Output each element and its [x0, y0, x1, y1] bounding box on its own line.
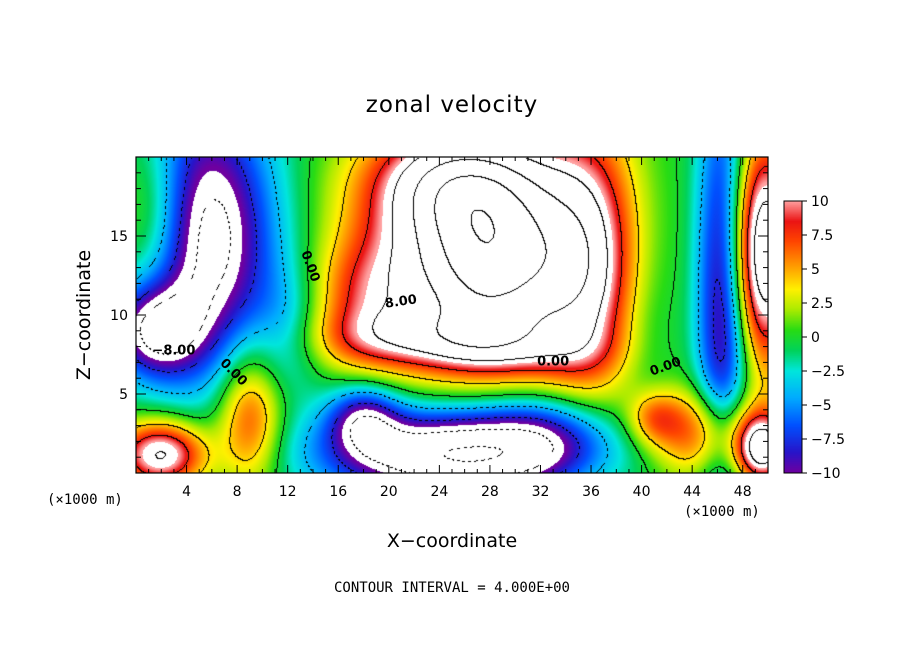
y-axis-label: Z−coordinate	[73, 250, 95, 380]
colorbar-tick-label: 10	[811, 194, 829, 210]
contour-label: 8.00	[384, 292, 418, 311]
x-scale-note-left: (×1000 m)	[47, 492, 123, 508]
x-axis-label: X−coordinate	[387, 530, 517, 552]
plot-area: 0.008.000.00 0.00−8.000.00 4 8 12 16 20 24 28 32…	[110, 156, 769, 500]
x-tick-label: 12	[279, 484, 297, 500]
y-tick-label: 5	[119, 387, 128, 403]
heatmap-field	[136, 157, 768, 473]
x-tick-label: 36	[582, 484, 600, 500]
colorbar-tick-label: −10	[811, 466, 841, 482]
colorbar-tick-label: −2.5	[811, 364, 845, 380]
contour-label: 0.00	[537, 355, 569, 370]
x-axis-ticks: 4 8 12 16 20 24 28 32 36 40 44 48	[148, 157, 756, 500]
colorbar-tick-label: −5	[811, 398, 832, 414]
colorbar-tick-label: 2.5	[811, 296, 833, 312]
x-tick-label: 44	[683, 484, 701, 500]
x-scale-note-right: (×1000 m)	[684, 504, 760, 520]
contour-interval-footer: CONTOUR INTERVAL = 4.000E+00	[334, 580, 570, 596]
x-tick-label: 40	[633, 484, 651, 500]
x-tick-label: 4	[182, 484, 191, 500]
x-tick-label: 8	[233, 484, 242, 500]
colorbar: 10 7.5 5 2.5 0 −2.5 −5 −7.5 −10	[783, 194, 845, 482]
contour-label: −8.00	[152, 344, 195, 359]
x-tick-label: 48	[734, 484, 752, 500]
chart-title: zonal velocity	[366, 92, 538, 118]
colorbar-tick-label: 5	[811, 262, 820, 278]
x-tick-label: 28	[481, 484, 499, 500]
x-tick-label: 20	[380, 484, 398, 500]
x-tick-label: 24	[430, 484, 448, 500]
colorbar-tick-label: 0	[811, 330, 820, 346]
colorbar-tick-label: −7.5	[811, 432, 845, 448]
colorbar-ticks: 10 7.5 5 2.5 0 −2.5 −5 −7.5 −10	[802, 194, 845, 482]
y-tick-label: 10	[110, 308, 128, 324]
x-tick-label: 32	[532, 484, 550, 500]
colorbar-tick-label: 7.5	[811, 228, 833, 244]
x-tick-label: 16	[329, 484, 347, 500]
colorbar-gradient	[784, 201, 802, 473]
y-tick-label: 15	[110, 229, 128, 245]
y-axis-ticks: 5 10 15	[110, 172, 768, 458]
